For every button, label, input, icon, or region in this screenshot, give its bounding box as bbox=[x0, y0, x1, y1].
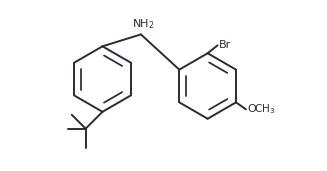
Text: CH$_3$: CH$_3$ bbox=[254, 102, 276, 116]
Text: O: O bbox=[247, 104, 256, 114]
Text: NH$_2$: NH$_2$ bbox=[131, 17, 154, 31]
Text: Br: Br bbox=[218, 40, 231, 50]
